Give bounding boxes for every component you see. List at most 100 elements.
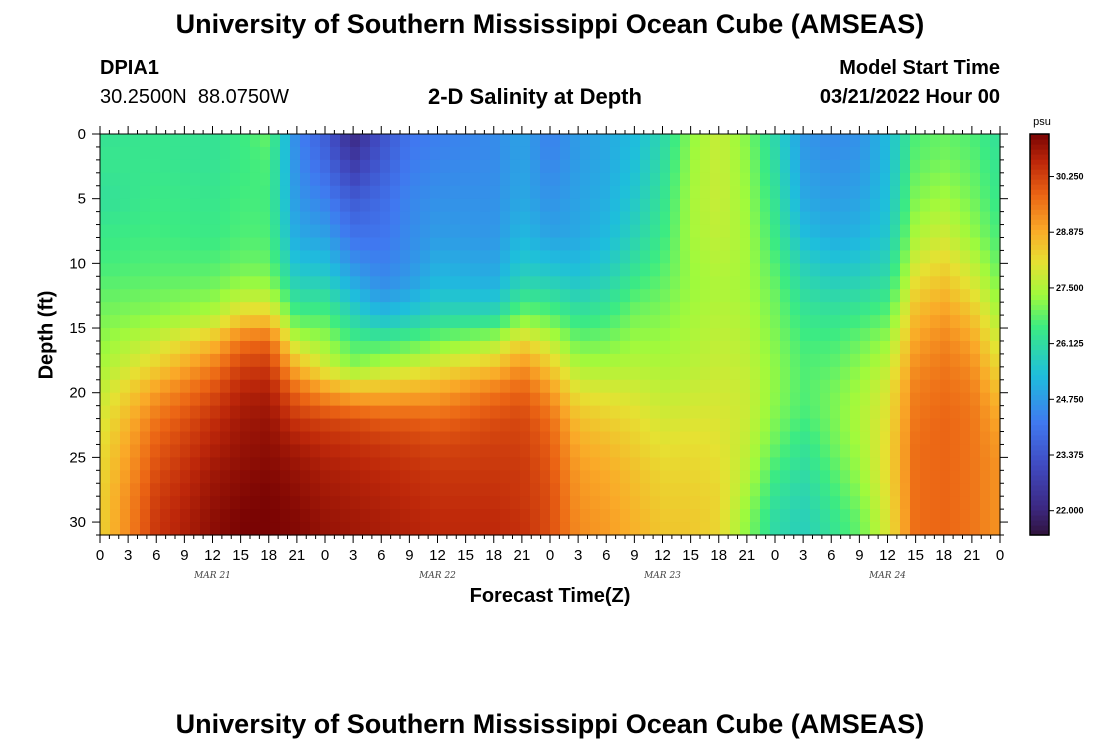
heatmap-cell bbox=[860, 172, 871, 187]
heatmap-cell bbox=[650, 444, 661, 458]
heatmap-cell bbox=[450, 328, 461, 342]
heatmap-cell bbox=[380, 134, 391, 148]
heatmap-cell bbox=[620, 405, 631, 420]
heatmap-cell bbox=[500, 431, 511, 446]
heatmap-cell bbox=[260, 431, 271, 446]
heatmap-cell bbox=[110, 444, 121, 458]
heatmap-cell bbox=[520, 134, 531, 148]
heatmap-cell bbox=[200, 496, 211, 510]
heatmap-cell bbox=[510, 289, 521, 303]
heatmap-cell bbox=[650, 483, 661, 497]
heatmap-cell bbox=[710, 405, 721, 420]
heatmap-cell bbox=[950, 172, 961, 187]
heatmap-cell bbox=[140, 509, 151, 523]
heatmap-cell bbox=[670, 315, 681, 329]
heatmap-cell bbox=[690, 509, 701, 523]
heatmap-cell bbox=[870, 315, 881, 329]
heatmap-cell bbox=[540, 418, 551, 433]
heatmap-cell bbox=[700, 418, 711, 433]
heatmap-cell bbox=[980, 470, 991, 484]
heatmap-cell bbox=[220, 418, 231, 433]
heatmap-cell bbox=[220, 250, 231, 264]
heatmap-cell bbox=[790, 470, 801, 484]
heatmap-cell bbox=[110, 224, 121, 239]
heatmap-cell bbox=[650, 509, 661, 523]
heatmap-cell bbox=[970, 328, 981, 342]
heatmap-cell bbox=[360, 366, 371, 381]
heatmap-cell bbox=[730, 328, 741, 342]
heatmap-cell bbox=[380, 172, 391, 187]
heatmap-cell bbox=[550, 379, 561, 394]
heatmap-cell bbox=[420, 353, 431, 368]
heatmap-cell bbox=[680, 237, 691, 252]
heatmap-cell bbox=[250, 405, 261, 420]
heatmap-cell bbox=[490, 431, 501, 446]
heatmap-cell bbox=[250, 431, 261, 446]
heatmap-cell bbox=[210, 134, 221, 148]
heatmap-cell bbox=[550, 405, 561, 420]
heatmap-cell bbox=[330, 224, 341, 239]
heatmap-cell bbox=[390, 276, 401, 290]
heatmap-cell bbox=[520, 198, 531, 213]
heatmap-cell bbox=[780, 263, 791, 277]
heatmap-cell bbox=[760, 263, 771, 277]
heatmap-cell bbox=[780, 392, 791, 407]
heatmap-cell bbox=[980, 340, 991, 355]
heatmap-cell bbox=[910, 302, 921, 316]
heatmap-cell bbox=[370, 522, 381, 536]
heatmap-cell bbox=[140, 366, 151, 381]
heatmap-cell bbox=[910, 470, 921, 484]
heatmap-cell bbox=[150, 263, 161, 277]
heatmap-cell bbox=[500, 263, 511, 277]
heatmap-cell bbox=[740, 263, 751, 277]
heatmap-cell bbox=[160, 302, 171, 316]
heatmap-cell bbox=[500, 302, 511, 316]
heatmap-cell bbox=[310, 146, 321, 161]
heatmap-cell bbox=[230, 315, 241, 329]
heatmap-cell bbox=[570, 159, 581, 174]
heatmap-cell bbox=[260, 340, 271, 355]
heatmap-cell bbox=[210, 146, 221, 161]
heatmap-cell bbox=[690, 328, 701, 342]
heatmap-cell bbox=[820, 353, 831, 368]
heatmap-cell bbox=[760, 418, 771, 433]
heatmap-cell bbox=[330, 328, 341, 342]
colorbar-segment bbox=[1030, 364, 1049, 371]
heatmap-cell bbox=[870, 250, 881, 264]
heatmap-cell bbox=[630, 340, 641, 355]
heatmap-cell bbox=[510, 457, 521, 471]
heatmap-cell bbox=[910, 159, 921, 174]
heatmap-cell bbox=[960, 328, 971, 342]
heatmap-cell bbox=[330, 159, 341, 174]
heatmap-cell bbox=[900, 302, 911, 316]
heatmap-cell bbox=[710, 353, 721, 368]
heatmap-cell bbox=[670, 185, 681, 200]
heatmap-cell bbox=[420, 302, 431, 316]
heatmap-cell bbox=[920, 496, 931, 510]
heatmap-cell bbox=[480, 198, 491, 213]
heatmap-cell bbox=[280, 457, 291, 471]
heatmap-cell bbox=[400, 159, 411, 174]
heatmap-cell bbox=[550, 134, 561, 148]
heatmap-cell bbox=[610, 431, 621, 446]
heatmap-cell bbox=[980, 457, 991, 471]
heatmap-cell bbox=[900, 134, 911, 148]
heatmap-cell bbox=[120, 483, 131, 497]
heatmap-cell bbox=[190, 146, 201, 161]
heatmap-cell bbox=[150, 250, 161, 264]
heatmap-cell bbox=[260, 457, 271, 471]
heatmap-cell bbox=[650, 302, 661, 316]
heatmap-cell bbox=[460, 185, 471, 200]
heatmap-cell bbox=[140, 522, 151, 536]
heatmap-cell bbox=[110, 457, 121, 471]
heatmap-cell bbox=[670, 172, 681, 187]
heatmap-cell bbox=[880, 431, 891, 446]
heatmap-cell bbox=[780, 444, 791, 458]
heatmap-cell bbox=[820, 483, 831, 497]
heatmap-cell bbox=[710, 198, 721, 213]
heatmap-cell bbox=[390, 263, 401, 277]
heatmap-cell bbox=[680, 146, 691, 161]
heatmap-cell bbox=[400, 315, 411, 329]
heatmap-cell bbox=[400, 172, 411, 187]
heatmap-cell bbox=[790, 134, 801, 148]
